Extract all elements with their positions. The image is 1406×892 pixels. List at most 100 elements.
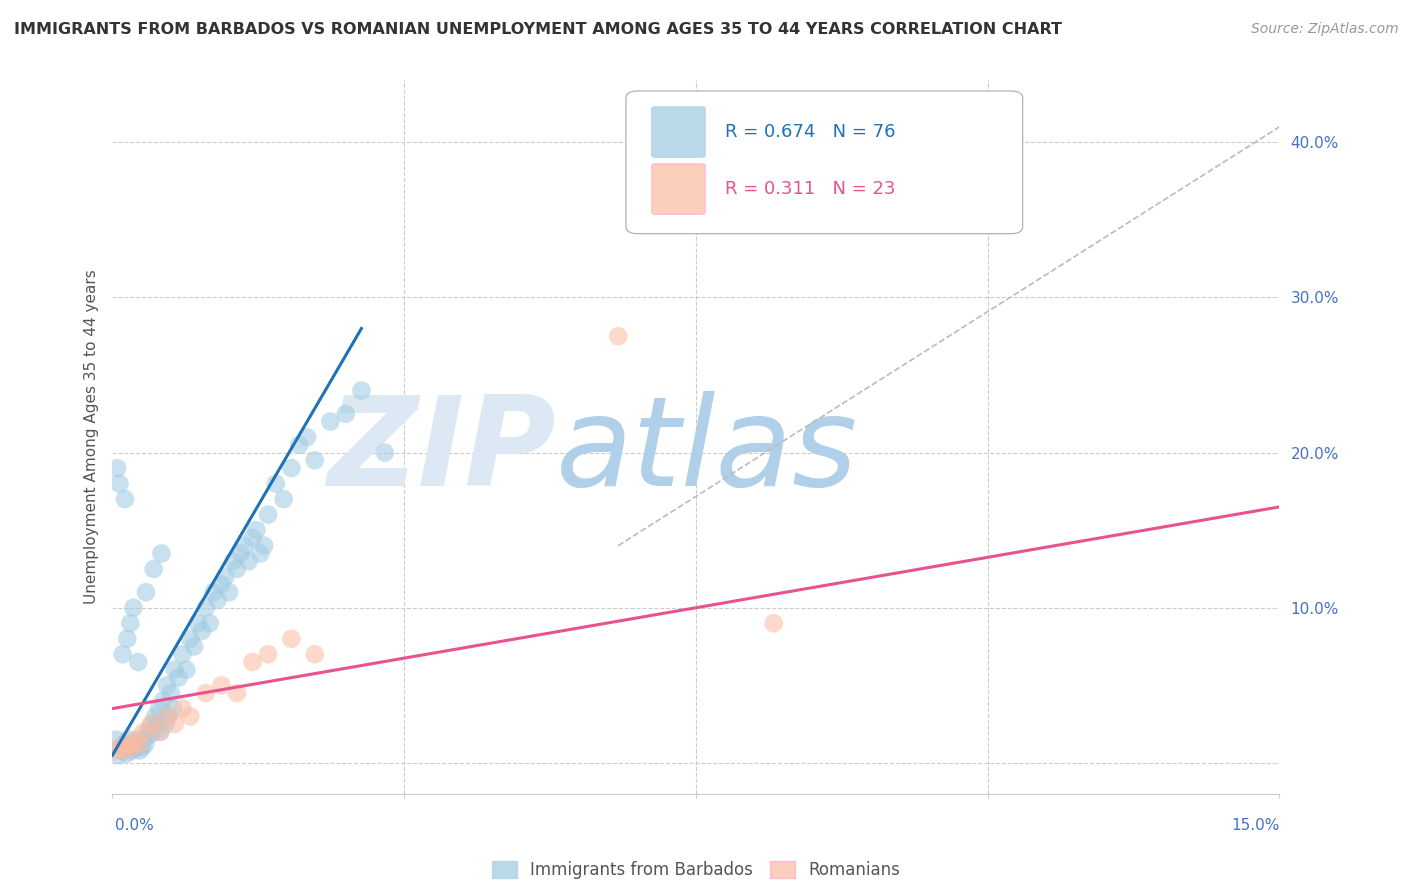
Text: Source: ZipAtlas.com: Source: ZipAtlas.com: [1251, 22, 1399, 37]
Text: IMMIGRANTS FROM BARBADOS VS ROMANIAN UNEMPLOYMENT AMONG AGES 35 TO 44 YEARS CORR: IMMIGRANTS FROM BARBADOS VS ROMANIAN UNE…: [14, 22, 1062, 37]
Point: [132, 724, 155, 739]
Point: [122, 737, 145, 751]
Point: [156, 678, 179, 692]
Point: [110, 740, 132, 755]
Point: [242, 531, 264, 545]
Point: [118, 740, 141, 755]
FancyBboxPatch shape: [651, 164, 706, 214]
Point: [111, 647, 134, 661]
Point: [160, 686, 183, 700]
Point: [249, 546, 271, 560]
Point: [115, 747, 138, 761]
Point: [142, 562, 165, 576]
Point: [187, 616, 209, 631]
Point: [110, 740, 132, 755]
Point: [229, 546, 252, 560]
Point: [142, 724, 165, 739]
Point: [105, 461, 128, 475]
Point: [150, 546, 173, 560]
Point: [112, 743, 135, 757]
Point: [132, 732, 155, 747]
Point: [350, 384, 373, 398]
Point: [218, 585, 240, 599]
Point: [146, 717, 169, 731]
Point: [238, 554, 260, 568]
Point: [304, 453, 326, 467]
Point: [209, 678, 232, 692]
Point: [122, 600, 145, 615]
Point: [194, 600, 217, 615]
Point: [128, 737, 150, 751]
Point: [179, 632, 201, 646]
Point: [207, 593, 229, 607]
Y-axis label: Unemployment Among Ages 35 to 44 years: Unemployment Among Ages 35 to 44 years: [83, 269, 98, 605]
Point: [176, 663, 198, 677]
Text: atlas: atlas: [555, 391, 858, 512]
Point: [156, 709, 179, 723]
Point: [179, 709, 201, 723]
Point: [163, 663, 186, 677]
Point: [209, 577, 232, 591]
Text: 15.0%: 15.0%: [1232, 818, 1279, 832]
Point: [214, 570, 236, 584]
Point: [162, 701, 184, 715]
Point: [183, 640, 205, 654]
Point: [112, 737, 135, 751]
Point: [242, 655, 264, 669]
Point: [257, 508, 280, 522]
Point: [222, 554, 245, 568]
Point: [136, 724, 159, 739]
Point: [233, 539, 256, 553]
Point: [117, 632, 139, 646]
Point: [194, 686, 217, 700]
Text: 0.0%: 0.0%: [115, 818, 155, 832]
Point: [148, 724, 170, 739]
Point: [131, 740, 153, 755]
Text: R = 0.311   N = 23: R = 0.311 N = 23: [725, 180, 896, 198]
Point: [121, 740, 143, 755]
Point: [172, 701, 194, 715]
Point: [141, 717, 163, 731]
Point: [139, 728, 162, 742]
Text: R = 0.674   N = 76: R = 0.674 N = 76: [725, 123, 896, 141]
Point: [163, 717, 186, 731]
Point: [152, 694, 174, 708]
Point: [202, 585, 225, 599]
Point: [111, 743, 134, 757]
FancyBboxPatch shape: [626, 91, 1022, 234]
Point: [191, 624, 214, 638]
Point: [155, 717, 177, 731]
Point: [280, 632, 302, 646]
Point: [117, 737, 139, 751]
FancyBboxPatch shape: [651, 107, 706, 157]
Point: [280, 461, 302, 475]
Point: [128, 743, 150, 757]
Point: [226, 686, 249, 700]
Legend: Immigrants from Barbados, Romanians: Immigrants from Barbados, Romanians: [485, 854, 907, 886]
Point: [134, 737, 156, 751]
Point: [257, 647, 280, 661]
Point: [335, 407, 357, 421]
Point: [273, 492, 295, 507]
Point: [245, 523, 267, 537]
Point: [149, 724, 172, 739]
Point: [607, 329, 630, 343]
Point: [762, 616, 785, 631]
Point: [117, 732, 139, 747]
Point: [172, 647, 194, 661]
Point: [121, 743, 143, 757]
Point: [107, 748, 129, 763]
Point: [105, 743, 128, 757]
Point: [105, 732, 128, 747]
Point: [295, 430, 318, 444]
Point: [319, 415, 342, 429]
Point: [253, 539, 276, 553]
Point: [374, 445, 396, 459]
Point: [157, 709, 180, 723]
Point: [125, 732, 148, 747]
Text: ZIP: ZIP: [328, 391, 555, 512]
Point: [143, 709, 166, 723]
Point: [108, 476, 131, 491]
Point: [127, 732, 149, 747]
Point: [125, 740, 148, 755]
